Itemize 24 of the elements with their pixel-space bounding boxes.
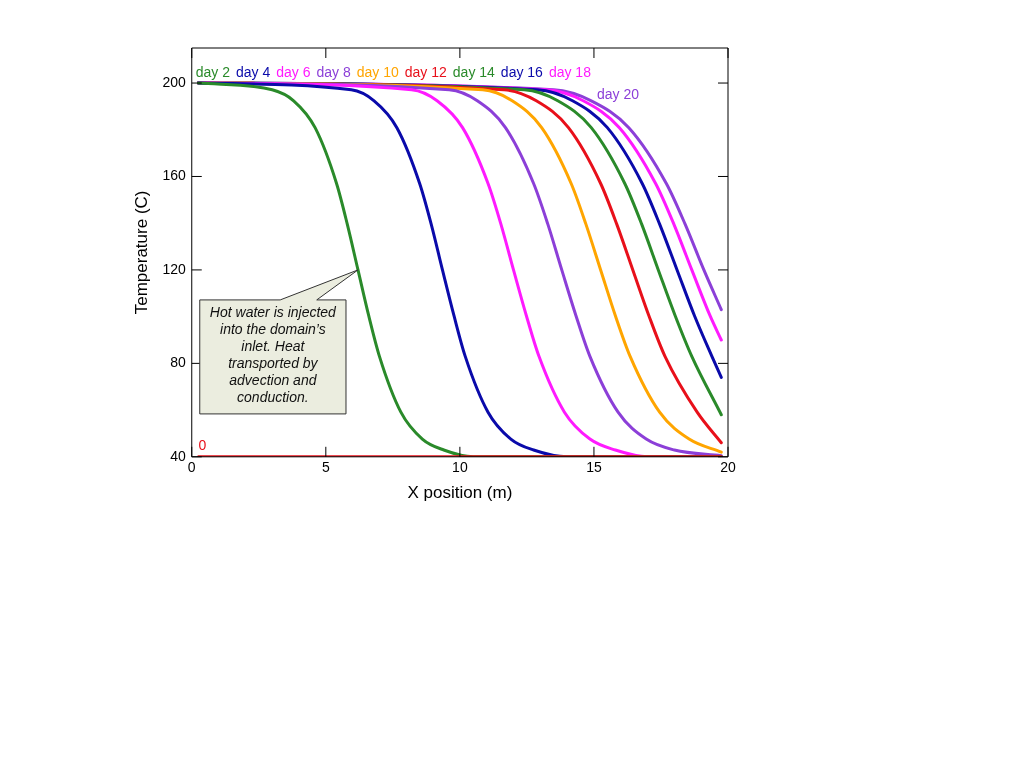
annotation: Hot water is injected into the domain’s inlet. Heat transported by advection and conduction.	[209, 303, 338, 405]
x-tick-label: 20	[720, 459, 736, 476]
series-label: day 10	[356, 63, 399, 80]
series-label: day 18	[548, 63, 592, 80]
series-label: 0	[198, 436, 207, 453]
x-tick-label: 5	[321, 459, 330, 476]
y-tick-label: 80	[170, 354, 186, 371]
series-label: day 16	[500, 63, 544, 80]
y-tick-label: 40	[170, 447, 186, 464]
y-tick-label: 120	[162, 260, 186, 277]
series-label: day 4	[236, 63, 271, 80]
series-label: day 8	[316, 63, 351, 80]
series-label: day 12	[404, 63, 448, 80]
series-label: day 2	[195, 63, 231, 80]
series-label: day 14	[452, 63, 496, 80]
series-label: day 6	[276, 63, 311, 80]
series-label: day 20	[596, 85, 640, 102]
x-tick-label: 0	[187, 459, 196, 476]
y-tick-label: 160	[162, 167, 186, 184]
y-tick-label: 200	[162, 73, 186, 90]
x-axis-title: X position (m)	[407, 483, 513, 503]
y-axis-title: Temperature (C)	[131, 190, 151, 315]
x-tick-label: 15	[586, 459, 602, 476]
x-tick-label: 10	[452, 459, 468, 476]
